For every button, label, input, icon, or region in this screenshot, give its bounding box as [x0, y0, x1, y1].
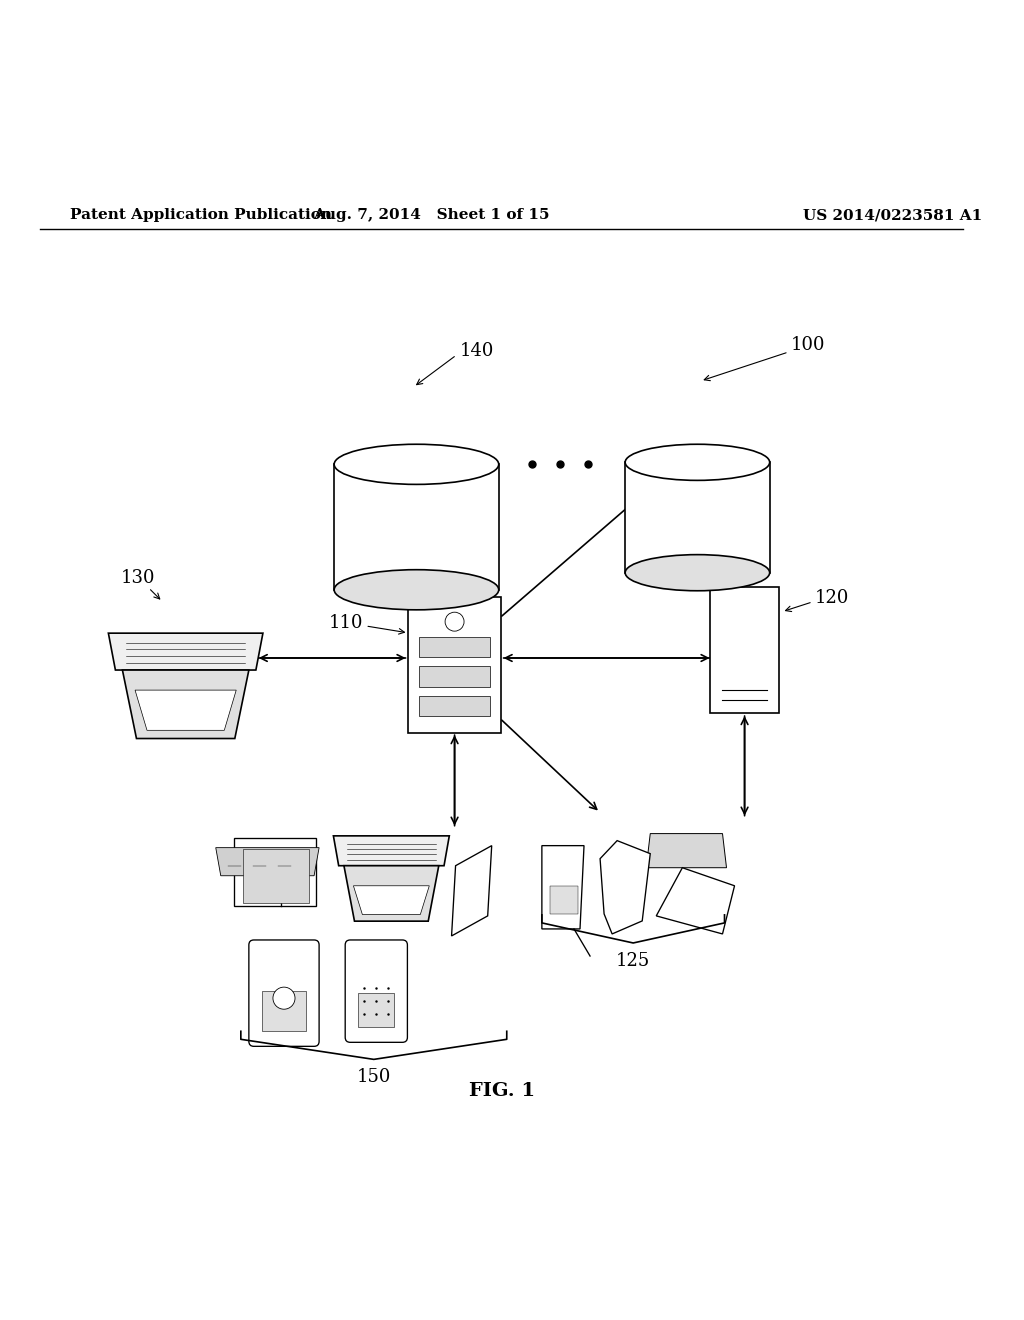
Ellipse shape [626, 554, 770, 591]
Bar [243, 849, 309, 903]
Text: US 2014/0223581 A1: US 2014/0223581 A1 [803, 209, 982, 223]
Ellipse shape [626, 445, 770, 480]
Polygon shape [452, 846, 492, 936]
Polygon shape [123, 671, 249, 738]
Bar [262, 991, 306, 1031]
Polygon shape [353, 886, 429, 915]
Bar [420, 696, 489, 717]
Text: Aug. 7, 2014   Sheet 1 of 15: Aug. 7, 2014 Sheet 1 of 15 [313, 209, 550, 223]
Polygon shape [344, 866, 438, 921]
Polygon shape [542, 846, 584, 929]
Ellipse shape [334, 445, 499, 484]
Text: 125: 125 [616, 952, 650, 970]
Text: 120: 120 [815, 589, 849, 607]
Polygon shape [656, 867, 734, 935]
Text: 100: 100 [791, 335, 825, 354]
Text: 150: 150 [356, 1068, 391, 1086]
Text: 140: 140 [460, 342, 494, 360]
Polygon shape [626, 462, 770, 573]
Polygon shape [109, 634, 263, 671]
Polygon shape [646, 834, 726, 867]
Circle shape [273, 987, 295, 1010]
Bar [420, 667, 489, 686]
Circle shape [445, 612, 464, 631]
Text: 130: 130 [121, 569, 155, 586]
Polygon shape [135, 690, 237, 730]
Bar [711, 587, 778, 713]
Polygon shape [216, 847, 319, 875]
Bar [233, 838, 316, 906]
Text: FIG. 1: FIG. 1 [469, 1082, 535, 1101]
Bar [409, 597, 501, 733]
Bar [420, 636, 489, 657]
FancyBboxPatch shape [249, 940, 319, 1047]
Ellipse shape [334, 570, 499, 610]
Text: 110: 110 [329, 614, 364, 632]
Text: Patent Application Publication: Patent Application Publication [71, 209, 332, 223]
Bar [550, 886, 578, 913]
Polygon shape [334, 836, 450, 866]
Polygon shape [600, 841, 650, 935]
FancyBboxPatch shape [345, 940, 408, 1043]
Bar [358, 993, 394, 1027]
Polygon shape [334, 465, 499, 590]
